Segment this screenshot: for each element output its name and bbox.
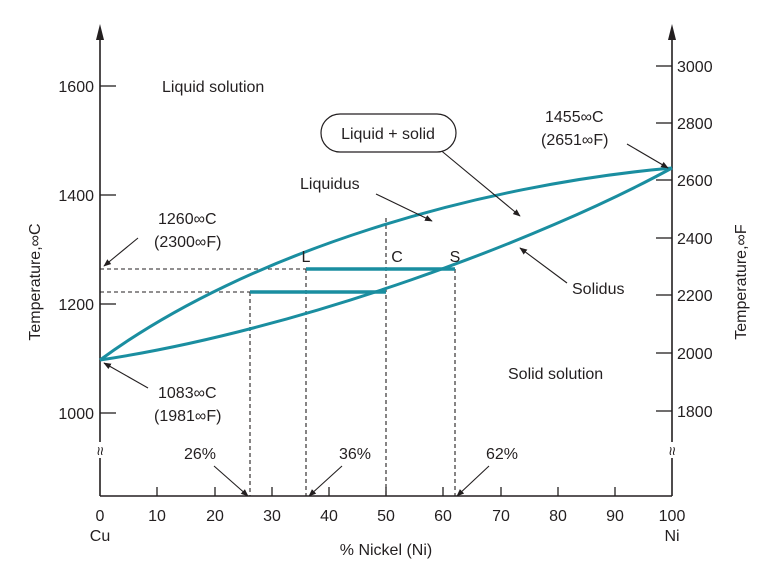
liquidus-curve — [99, 166, 673, 362]
x-tick-label: 70 — [492, 508, 510, 525]
construction-lines — [100, 218, 456, 496]
y-right-tick-label: 2600 — [677, 173, 713, 190]
ptr-cu-melt — [103, 362, 149, 389]
left-axis-arrow — [96, 24, 104, 40]
right-axis-break: ≈ — [663, 447, 680, 456]
x-tick-label: 0 — [96, 508, 105, 525]
y-right-tick-label: 2000 — [677, 346, 713, 363]
labels: Liquid solution Liquid + solid Solid sol… — [154, 79, 624, 463]
solidus-curve — [99, 166, 673, 362]
tie-temp-c-label: 1260∞C — [158, 211, 217, 228]
tie-temp-f-label: (2300∞F) — [154, 234, 221, 251]
ptr-36 — [308, 465, 343, 497]
ptr-solidus — [519, 247, 568, 284]
phase-boundaries — [99, 166, 673, 362]
solidus-label: Solidus — [572, 281, 624, 298]
point-c-label: C — [391, 249, 403, 266]
liquidus-label: Liquidus — [300, 176, 360, 193]
x-tick-label: 30 — [263, 508, 281, 525]
y-right-axis-title: Temperature,∞F — [733, 224, 750, 340]
cu-melt-c-label: 1083∞C — [158, 385, 217, 402]
ptr-liquidus — [375, 193, 433, 222]
x-end-label-ni: Ni — [664, 528, 679, 545]
y-right-tick-label: 3000 — [677, 59, 713, 76]
x-tick-label: 100 — [659, 508, 686, 525]
x-tick-label: 50 — [377, 508, 395, 525]
point-s-label: S — [450, 249, 461, 266]
pointers — [103, 143, 669, 497]
left-axis-break: ≈ — [91, 447, 108, 456]
ptr-62 — [456, 465, 490, 497]
y-right-tick-label: 2800 — [677, 116, 713, 133]
y-left-ticks: 1000 1200 1400 1600 Temperature,∞C — [27, 79, 116, 423]
x-end-label-cu: Cu — [90, 528, 110, 545]
region-solid-label: Solid solution — [508, 366, 603, 383]
pct-36-label: 36% — [339, 446, 371, 463]
x-axis-title: % Nickel (Ni) — [340, 542, 432, 559]
cu-melt-f-label: (1981∞F) — [154, 408, 221, 425]
two-phase-label-box — [320, 113, 457, 153]
pct-26-label: 26% — [184, 446, 216, 463]
x-tick-label: 40 — [320, 508, 338, 525]
y-right-ticks: 1800 2000 2200 2400 2600 2800 3000 Tempe… — [656, 59, 750, 421]
y-left-tick-label: 1600 — [58, 79, 94, 96]
y-left-tick-label: 1400 — [58, 188, 94, 205]
y-right-tick-label: 2400 — [677, 231, 713, 248]
ni-melt-f-label: (2651∞F) — [541, 132, 608, 149]
y-right-tick-label: 2200 — [677, 288, 713, 305]
ptr-two-phase — [437, 147, 521, 217]
y-left-tick-label: 1000 — [58, 406, 94, 423]
y-left-axis-title: Temperature,∞C — [27, 223, 44, 340]
point-l-label: L — [302, 249, 311, 266]
x-tick-label: 80 — [549, 508, 567, 525]
ptr-tie-temp — [103, 237, 139, 267]
ptr-26 — [213, 465, 249, 497]
right-axis-arrow — [668, 24, 676, 40]
x-tick-label: 20 — [206, 508, 224, 525]
x-tick-label: 60 — [434, 508, 452, 525]
x-tick-label: 10 — [148, 508, 166, 525]
ni-melt-c-label: 1455∞C — [545, 109, 604, 126]
y-right-tick-label: 1800 — [677, 404, 713, 421]
pct-62-label: 62% — [486, 446, 518, 463]
x-tick-label: 90 — [606, 508, 624, 525]
y-left-tick-label: 1200 — [58, 297, 94, 314]
region-liquid-label: Liquid solution — [162, 79, 264, 96]
region-two-phase-label: Liquid + solid — [341, 126, 435, 143]
x-ticks: 0 10 20 30 40 50 60 70 80 90 100 Cu Ni %… — [90, 487, 686, 559]
ptr-ni-melt — [626, 143, 669, 169]
